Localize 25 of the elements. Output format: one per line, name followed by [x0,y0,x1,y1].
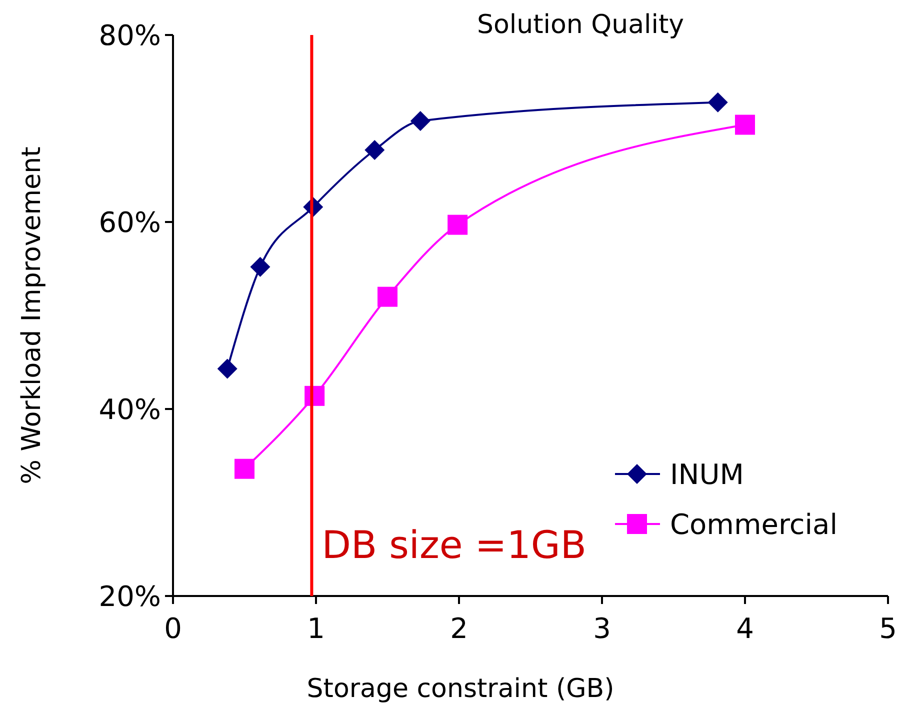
x-tick-label: 4 [736,612,754,645]
chart-title: Solution Quality [476,10,684,40]
x-tick-label: 5 [879,612,897,645]
y-tick-label: 80% [98,18,161,52]
point [378,286,398,307]
point [250,256,270,277]
x-tick-label: 3 [593,612,611,645]
legend-label: INUM [670,458,744,491]
x-tick-label: 2 [450,612,468,645]
y-tick-label: 20% [98,580,161,613]
ref-line-label: DB size =1GB [322,523,586,567]
x-tick-label: 1 [307,612,325,645]
point [364,140,385,160]
point [448,214,468,235]
y-tick-label: 40% [98,392,161,426]
point [410,111,430,132]
y-tick-label: 60% [98,206,161,239]
point [708,92,728,112]
x-tick-label: 0 [164,612,182,645]
point [217,358,238,379]
y-axis-title: % Workload Improvement [17,146,47,484]
legend-label: Commercial [670,508,838,541]
point [234,458,254,479]
x-axis-title: Storage constraint (GB) [306,674,614,704]
point [735,114,755,135]
